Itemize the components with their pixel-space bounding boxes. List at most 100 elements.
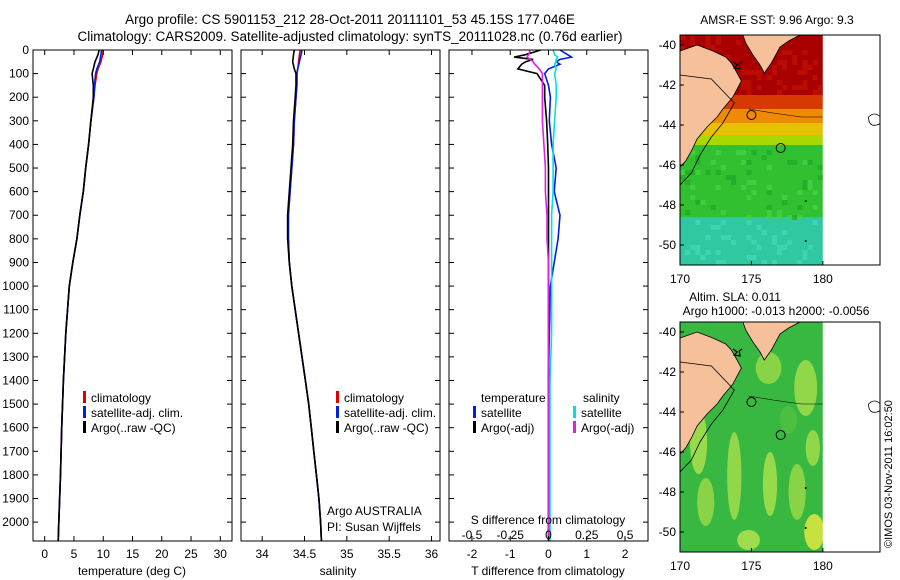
- legend-label-s-argo: Argo(-adj): [581, 421, 634, 435]
- sst-cell: [782, 245, 788, 250]
- x-tick-label: 35: [340, 547, 354, 561]
- sst-cell: [690, 185, 696, 190]
- imos-credit: ©IMOS 03-Nov-2011 16:02:50: [883, 400, 895, 548]
- temperature-panel: 0 5 10 15 20 25 300100200300400500600700800900…: [2, 43, 233, 578]
- sst-cell: [766, 185, 772, 190]
- no-data-region: [822, 322, 880, 552]
- sst-cell: [771, 260, 777, 265]
- sst-cell: [802, 250, 808, 255]
- sst-cell: [680, 175, 686, 180]
- sst-cell: [766, 210, 772, 215]
- s-difference-xlabel: S difference from climatology: [471, 513, 626, 527]
- sst-cell: [741, 160, 747, 165]
- t-difference-xlabel: T difference from climatology: [471, 564, 625, 578]
- map-x-tick-label: 170: [670, 272, 690, 286]
- sst-cell: [700, 200, 706, 205]
- sst-cell: [741, 150, 747, 155]
- sst-cell: [695, 170, 701, 175]
- x-tick-label: 10: [97, 547, 111, 561]
- y-tick-label: 1700: [2, 444, 29, 458]
- map-x-tick-label: 175: [741, 559, 761, 573]
- y-tick-label: 800: [9, 232, 29, 246]
- sst-cell: [695, 245, 701, 250]
- x-tick-label: 36: [425, 547, 439, 561]
- y-tick-label: 1800: [2, 468, 29, 482]
- north-island-landmass: [742, 322, 801, 361]
- sla-map-title: Altim. SLA: 0.011: [689, 290, 781, 304]
- sst-cell: [797, 215, 803, 220]
- sst-cell: [705, 40, 711, 45]
- sst-cell: [787, 160, 793, 165]
- sst-cell: [817, 90, 823, 95]
- x-tick-label: 34: [255, 547, 269, 561]
- map-y-tick-label: -42: [659, 365, 677, 379]
- map-x-tick-label: 180: [813, 559, 833, 573]
- sst-cell: [797, 205, 803, 210]
- sst-cell: [746, 215, 752, 220]
- sst-cell: [802, 180, 808, 185]
- sst-cell: [680, 45, 686, 50]
- sst-cell: [725, 175, 732, 180]
- sst-cell: [797, 190, 803, 195]
- sla-map-frame: [679, 321, 881, 553]
- sst-cell: [787, 215, 793, 220]
- legend-label-climatology: climatology: [91, 391, 151, 405]
- sst-cell: [746, 220, 752, 225]
- legend-title-salinity: salinity: [583, 391, 620, 405]
- sla-anomaly-blob: [788, 464, 806, 520]
- y-tick-label: 100: [9, 67, 29, 81]
- sst-cell: [792, 55, 798, 60]
- sst-cell: [731, 175, 737, 180]
- sst-cell: [705, 45, 711, 50]
- sst-cell: [710, 160, 716, 165]
- x-tick-label: 1: [583, 547, 590, 561]
- sst-cell: [802, 80, 808, 85]
- sst-cell: [690, 195, 696, 200]
- sst-cell: [720, 210, 726, 215]
- sst-cell: [720, 260, 726, 265]
- s-tick-label: 0.25: [575, 528, 599, 542]
- x-tick-label: -2: [467, 547, 478, 561]
- sst-cell: [812, 75, 818, 80]
- sla-map-panel: Altim. SLA: 0.011 Argo h1000: -0.013 h20…: [659, 290, 881, 573]
- x-tick-label: 5: [71, 547, 78, 561]
- sst-cell: [817, 175, 823, 180]
- x-tick-label: -1: [505, 547, 516, 561]
- map-x-tick-label: 170: [670, 559, 690, 573]
- sst-cell: [705, 235, 711, 240]
- sst-cell: [782, 65, 788, 70]
- sst-cell: [771, 240, 777, 245]
- sst-cell: [761, 260, 767, 265]
- legend-label-s-satellite: satellite: [581, 406, 622, 420]
- sst-cell: [700, 255, 706, 260]
- sst-map-panel: AMSR-E SST: 9.96 Argo: 9.3 170 175 180 -40 -…: [659, 13, 881, 286]
- y-tick-label: 2000: [2, 515, 29, 529]
- difference-series-group: [513, 49, 574, 541]
- north-island-landmass: [742, 35, 801, 74]
- legend-swatch-climatology: [83, 391, 86, 403]
- sst-cell: [680, 35, 686, 40]
- chatham-rise-contour: [748, 395, 823, 405]
- sst-cell: [802, 255, 808, 260]
- sst-cell: [710, 205, 716, 210]
- y-tick-label: 500: [9, 161, 29, 175]
- sst-cell: [812, 60, 818, 65]
- sst-cell: [695, 250, 701, 255]
- sla-anomaly-blob: [794, 360, 818, 416]
- y-tick-label: 1400: [2, 373, 29, 387]
- sst-cell: [751, 150, 757, 155]
- sst-cell: [807, 180, 813, 185]
- sst-cell: [685, 250, 691, 255]
- sst-cell: [751, 240, 757, 245]
- y-tick-label: 1200: [2, 326, 29, 340]
- sst-cell: [776, 215, 783, 220]
- sst-cell: [680, 170, 686, 175]
- temperature-ticks: 0 5 10 15 20 25 300100200300400500600700800900…: [2, 43, 232, 561]
- previous-float-marker: [746, 110, 757, 120]
- temperature-legend: climatology satellite-adj. clim. Argo(..…: [83, 391, 183, 435]
- y-tick-label: 1000: [2, 279, 29, 293]
- sla-anomaly-blob: [762, 452, 778, 516]
- sst-cell: [751, 255, 757, 260]
- sla-anomaly-blob: [805, 430, 820, 466]
- sst-cell: [720, 165, 726, 170]
